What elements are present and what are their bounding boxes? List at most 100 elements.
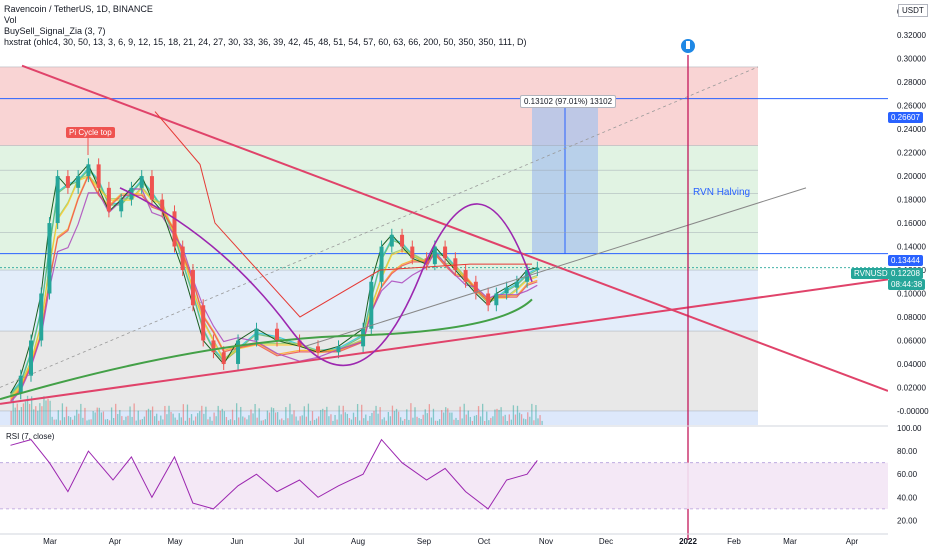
legend-strat[interactable]: hxstrat (ohlc4, 30, 50, 13, 3, 6, 9, 12,… [4,37,527,47]
currency-button[interactable]: USDT [898,4,928,17]
time-tick-label: Mar [43,537,57,546]
price-tick-label: 0.02000 [897,383,926,392]
candle-body [486,293,491,306]
volume-bar [426,413,428,425]
volume-bar [262,420,264,425]
volume-bar [414,407,416,425]
volume-bar [461,418,463,425]
volume-bar [463,403,465,425]
volume-bar [133,403,135,425]
volume-bar [531,403,533,425]
volume-bar [22,403,25,425]
candle-body [316,346,320,353]
volume-bar [523,418,525,425]
volume-bar [266,410,269,425]
time-tick-label: Dec [599,537,613,546]
candle-body [96,164,101,188]
legend-pair[interactable]: Ravencoin / TetherUS, 1D, BINANCE [4,4,153,14]
volume-bar [512,405,515,425]
volume-bar [328,416,330,425]
legend-vol[interactable]: Vol [4,15,17,25]
zone-grey [0,331,758,411]
volume-bar [289,403,291,425]
volume-bar [127,415,129,425]
volume-bar [94,412,96,425]
rsi-band [0,462,888,509]
volume-bar [336,419,338,425]
candle-body [410,246,415,259]
volume-bar [504,414,506,425]
volume-bar [172,413,174,425]
time-tick-label: Aug [351,537,365,546]
volume-bar [469,416,471,425]
volume-bar [51,416,53,425]
candle-body [86,164,91,177]
time-tick-label: Oct [478,537,491,546]
volume-bar [184,420,187,425]
volume-bar [498,409,500,425]
rsi-line [10,438,538,510]
volume-bar [10,411,12,425]
candle-body [389,234,394,247]
candle-body [39,293,44,341]
price-tick-label: 0.30000 [897,55,926,64]
volume-bar [12,394,14,425]
volume-bar [514,414,517,425]
time-tick-label: Mar [783,537,797,546]
volume-bar [332,420,334,425]
volume-bar [520,414,523,425]
legend-signal[interactable]: BuySell_Signal_Zia (3, 7) [4,26,106,36]
volume-bar [223,411,225,425]
volume-bar [195,416,197,425]
zone-green [0,145,758,271]
zones-layer [0,66,758,425]
candle-body [432,246,437,265]
volume-bar [149,410,152,425]
volume-bar [227,420,230,425]
zone-blue [0,270,758,332]
volume-bar [496,408,498,425]
volume-bar [410,403,412,425]
candle-body [453,258,458,271]
volume-bar [49,400,51,425]
candle-body [535,267,540,271]
volume-bar [24,401,27,425]
volume-bar [192,420,195,425]
volume-bar [307,403,310,425]
volume-bar [252,413,254,425]
volume-bar [371,412,373,425]
volume-bar [365,414,367,425]
level-price-badge: 0.13444 [888,255,923,266]
volume-bar [248,415,250,425]
time-tick-label: May [167,537,182,546]
last-price-badge: 0.12208 [888,268,923,279]
volume-bar [119,409,121,425]
volume-bar [164,405,166,425]
volume-bar [260,420,262,425]
price-tick-label: 0.14000 [897,243,926,252]
volume-bar [209,416,211,425]
rsi-label[interactable]: RSI (7, close) [6,432,55,441]
price-tick-label: 0.10000 [897,290,926,299]
volume-bar [28,403,31,425]
volume-bar [348,418,351,425]
price-tick-label: 0.28000 [897,78,926,87]
volume-bar [43,396,45,425]
candle-body [211,340,216,353]
volume-bar [35,406,37,425]
volume-bar [447,408,449,425]
volume-bar [315,418,318,425]
volume-bar [158,420,160,425]
volume-bar [113,418,115,425]
price-tick-label: 0.18000 [897,196,926,205]
volume-bar [121,416,123,425]
candle-body [76,176,81,188]
volume-bar [340,414,342,425]
time-tick-label: Sep [417,537,432,546]
volume-bar [541,420,543,425]
volume-bar [182,404,184,425]
volume-bar [102,411,105,425]
volume-bar [139,419,141,425]
